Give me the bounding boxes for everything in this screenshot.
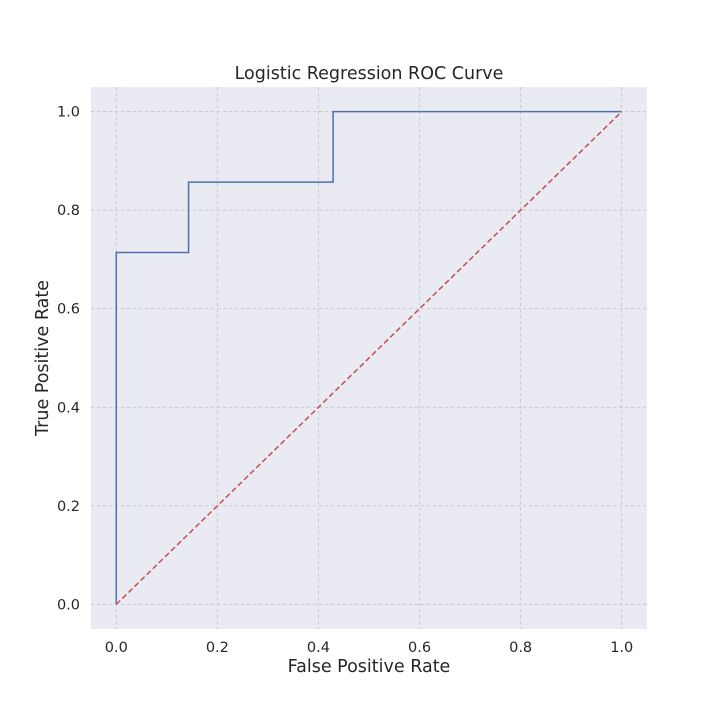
x-tick-label: 0.4: [307, 640, 330, 656]
roc-curve-line: [115, 110, 622, 605]
x-tick-label: 0.8: [509, 640, 532, 656]
y-axis-label: True Positive Rate: [33, 280, 53, 437]
y-tick-label: 0.4: [57, 400, 80, 416]
y-tick-label: 0.8: [57, 203, 80, 219]
x-tick-label: 0.0: [105, 640, 128, 656]
series-group: [115, 110, 623, 605]
y-tick-label: 0.2: [57, 499, 80, 515]
x-tick-label: 1.0: [610, 640, 633, 656]
y-tick-label: 0.0: [57, 597, 80, 613]
grid: [91, 87, 647, 629]
x-tick-labels: 0.0 0.2 0.4 0.6 0.8 1.0: [105, 640, 634, 656]
y-tick-labels: 0.0 0.2 0.4 0.6 0.8 1.0: [57, 105, 80, 614]
x-axis-label: False Positive Rate: [288, 657, 451, 677]
y-tick-label: 1.0: [57, 105, 80, 121]
chart-title: Logistic Regression ROC Curve: [235, 64, 504, 84]
x-tick-label: 0.2: [206, 640, 229, 656]
y-tick-label: 0.6: [57, 302, 80, 318]
x-tick-label: 0.6: [408, 640, 431, 656]
chance-diagonal-line: [115, 111, 623, 605]
